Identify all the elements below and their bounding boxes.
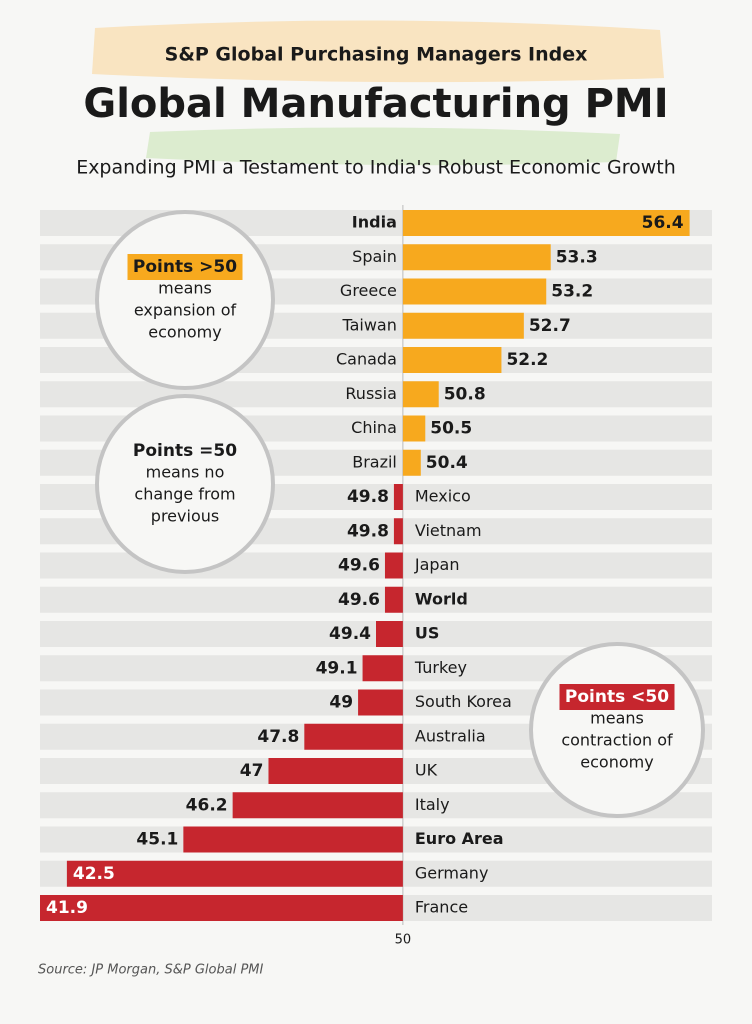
plot: 50 India 56.4 Spain 53.3 Greece 53.2 Taiwan 52.7… [40,205,690,948]
bar [402,210,690,236]
category-label: Canada [336,350,397,369]
bar [66,860,403,887]
row-stripe [40,586,712,613]
category-label: India [352,213,397,232]
bar [393,518,403,545]
bar [402,312,524,339]
bar [384,586,403,613]
bar [402,347,502,373]
annotation-text: economy [580,753,653,772]
category-label: Mexico [415,487,471,506]
annotation-label: Points >50 [133,257,237,277]
bar [376,621,403,647]
annotation-text: contraction of [561,731,673,750]
category-label: Spain [352,247,397,266]
x-tick-label: 50 [395,933,412,948]
bar [384,552,403,579]
annotation-text: means no [146,463,225,482]
brush-stroke [146,127,620,166]
value-label: 41.9 [46,898,88,918]
category-label: Russia [345,384,396,403]
category-label: Turkey [414,658,467,677]
category-label: Japan [414,555,460,574]
bar [232,792,403,819]
bar [183,826,403,853]
source: Source: JP Morgan, S&P Global PMI [38,963,264,978]
category-label: Brazil [352,452,397,471]
value-label: 46.2 [186,795,228,815]
annotation-highlight [127,254,243,280]
bar [402,244,551,271]
value-label: 53.3 [556,247,598,267]
value-label: 53.2 [551,282,593,302]
category-label: France [415,898,468,917]
brush-stroke [92,20,664,83]
bar [362,655,403,682]
category-label: Greece [340,281,397,300]
value-label: 52.7 [529,316,571,336]
value-label: 56.4 [642,213,684,233]
annotation-text: economy [148,323,221,342]
annotation-label: Points <50 [565,687,669,707]
annotations: Points >50 means expansion of economy Points… [95,210,705,818]
value-label: 50.8 [444,384,486,404]
bar [358,689,403,716]
value-label: 49 [329,693,353,713]
category-label: South Korea [415,692,512,711]
value-label: 49.8 [347,487,389,507]
kicker: S&P Global Purchasing Managers Index [165,44,588,66]
bar [40,895,403,921]
value-label: 45.1 [136,830,178,850]
annotation-text: expansion of [134,301,237,320]
annotation-label: Points =50 [133,441,237,461]
value-label: 49.6 [338,556,380,576]
annotation-highlight [559,684,675,710]
value-label: 47.8 [257,727,299,747]
value-label: 49.8 [347,521,389,541]
annotation-text: means [158,279,212,298]
bar [402,449,421,476]
value-label: 50.4 [426,453,468,473]
value-label: 50.5 [430,419,472,439]
category-label: China [351,418,397,437]
value-label: 52.2 [506,350,548,370]
annotation-text: means [590,709,644,728]
category-label: Taiwan [341,315,396,334]
bar [402,381,439,408]
category-label: World [415,589,468,608]
chart-subtitle: Expanding PMI a Testament to India's Rob… [76,157,676,179]
value-label: 49.6 [338,590,380,610]
category-label: US [415,624,440,643]
value-label: 47 [240,761,264,781]
bar [402,415,426,442]
category-label: Germany [415,863,489,882]
annotation-text: change from [134,485,235,504]
category-label: Italy [415,795,450,814]
value-label: 49.4 [329,624,371,644]
bar [304,723,403,750]
category-label: Vietnam [415,521,482,540]
value-label: 49.1 [316,658,358,678]
category-label: UK [415,761,438,780]
chart-title: Global Manufacturing PMI [83,81,668,127]
value-label: 42.5 [73,864,115,884]
category-label: Australia [415,726,486,745]
bar [393,484,403,510]
annotation-circle [95,394,275,574]
category-label: Euro Area [415,829,504,848]
annotation-text: previous [151,507,219,526]
bar [268,758,403,784]
bar [402,278,547,305]
